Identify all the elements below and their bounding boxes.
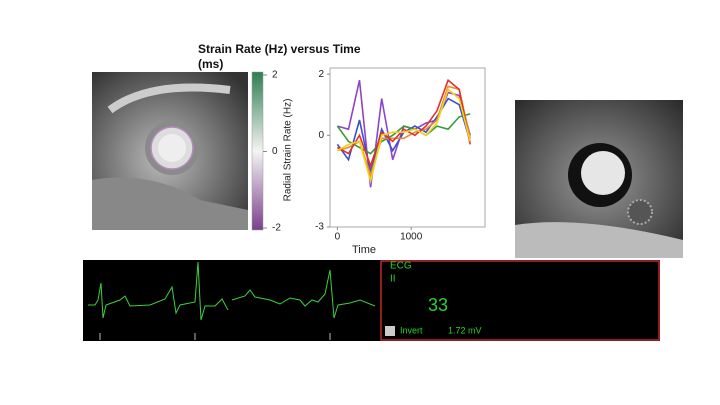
series-line (337, 88, 471, 185)
colorbar-tick-label: -2 (272, 223, 281, 234)
ecg-invert: Invert (400, 325, 423, 335)
x-axis-label: Time (352, 244, 376, 256)
mri-left (92, 72, 248, 230)
series-line (337, 78, 471, 169)
series-line (336, 113, 471, 155)
x-tick-label: 0 (335, 232, 341, 243)
chart-title: Strain Rate (Hz) versus Time (ms) (198, 42, 361, 71)
y-tick-label: -3 (315, 222, 324, 233)
y-tick-label: 2 (318, 69, 324, 80)
plot-frame (329, 67, 486, 228)
mri-right (515, 100, 683, 258)
colorbar-tick-label: 0 (272, 146, 278, 157)
ecg-lead: II (390, 274, 396, 285)
series-line (336, 97, 471, 173)
ecg-panel (83, 260, 660, 341)
x-tick-label: 1000 (400, 232, 423, 243)
colorbar (251, 71, 264, 231)
ecg-title: ECG (390, 261, 412, 272)
y-axis-label: Radial Strain Rate (Hz) (283, 99, 294, 202)
colorbar-tick-label: 2 (272, 70, 278, 81)
ecg-amplitude: 1.72 mV (448, 325, 482, 335)
y-tick-label: 0 (318, 130, 324, 141)
series-line (337, 80, 471, 188)
ecg-rate: 33 (428, 295, 448, 315)
